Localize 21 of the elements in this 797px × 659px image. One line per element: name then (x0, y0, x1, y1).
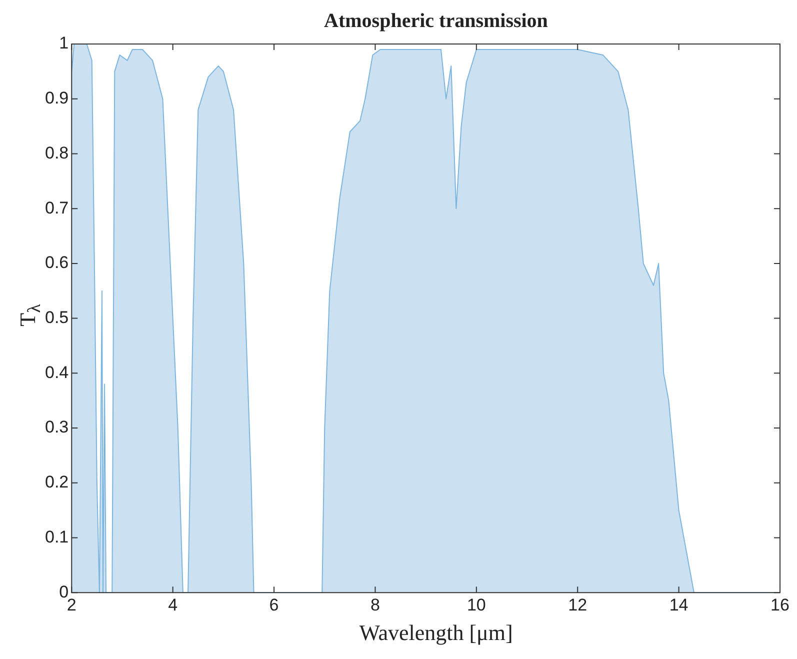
y-tick-label: 0.1 (44, 527, 69, 546)
y-tick-label: 0.5 (44, 308, 69, 327)
y-tick-label: 0.4 (44, 362, 69, 382)
x-axis-title: Wavelength [μm] (358, 620, 514, 646)
x-tick-label: 6 (269, 595, 279, 614)
x-tick-label: 12 (568, 595, 588, 614)
x-tick-label: 14 (669, 595, 688, 614)
y-tick-label: 0.2 (44, 472, 69, 492)
y-tick-label: 0.8 (44, 143, 69, 162)
x-tick-label: 8 (370, 595, 380, 614)
y-tick-label: 1 (59, 34, 69, 53)
y-tick-label: 0.6 (44, 253, 69, 272)
x-tick-label: 4 (168, 595, 178, 614)
y-tick-label: 0.7 (44, 198, 69, 218)
y-tick-label: 0.9 (44, 88, 69, 108)
y-tick-label: 0 (59, 582, 69, 602)
x-tick-label: 2 (66, 595, 76, 614)
y-tick-label: 0.3 (44, 418, 69, 437)
x-tick-label: 16 (770, 595, 790, 614)
x-tick-label: 10 (466, 595, 486, 614)
chart-title: Atmospheric transmission (323, 10, 549, 33)
